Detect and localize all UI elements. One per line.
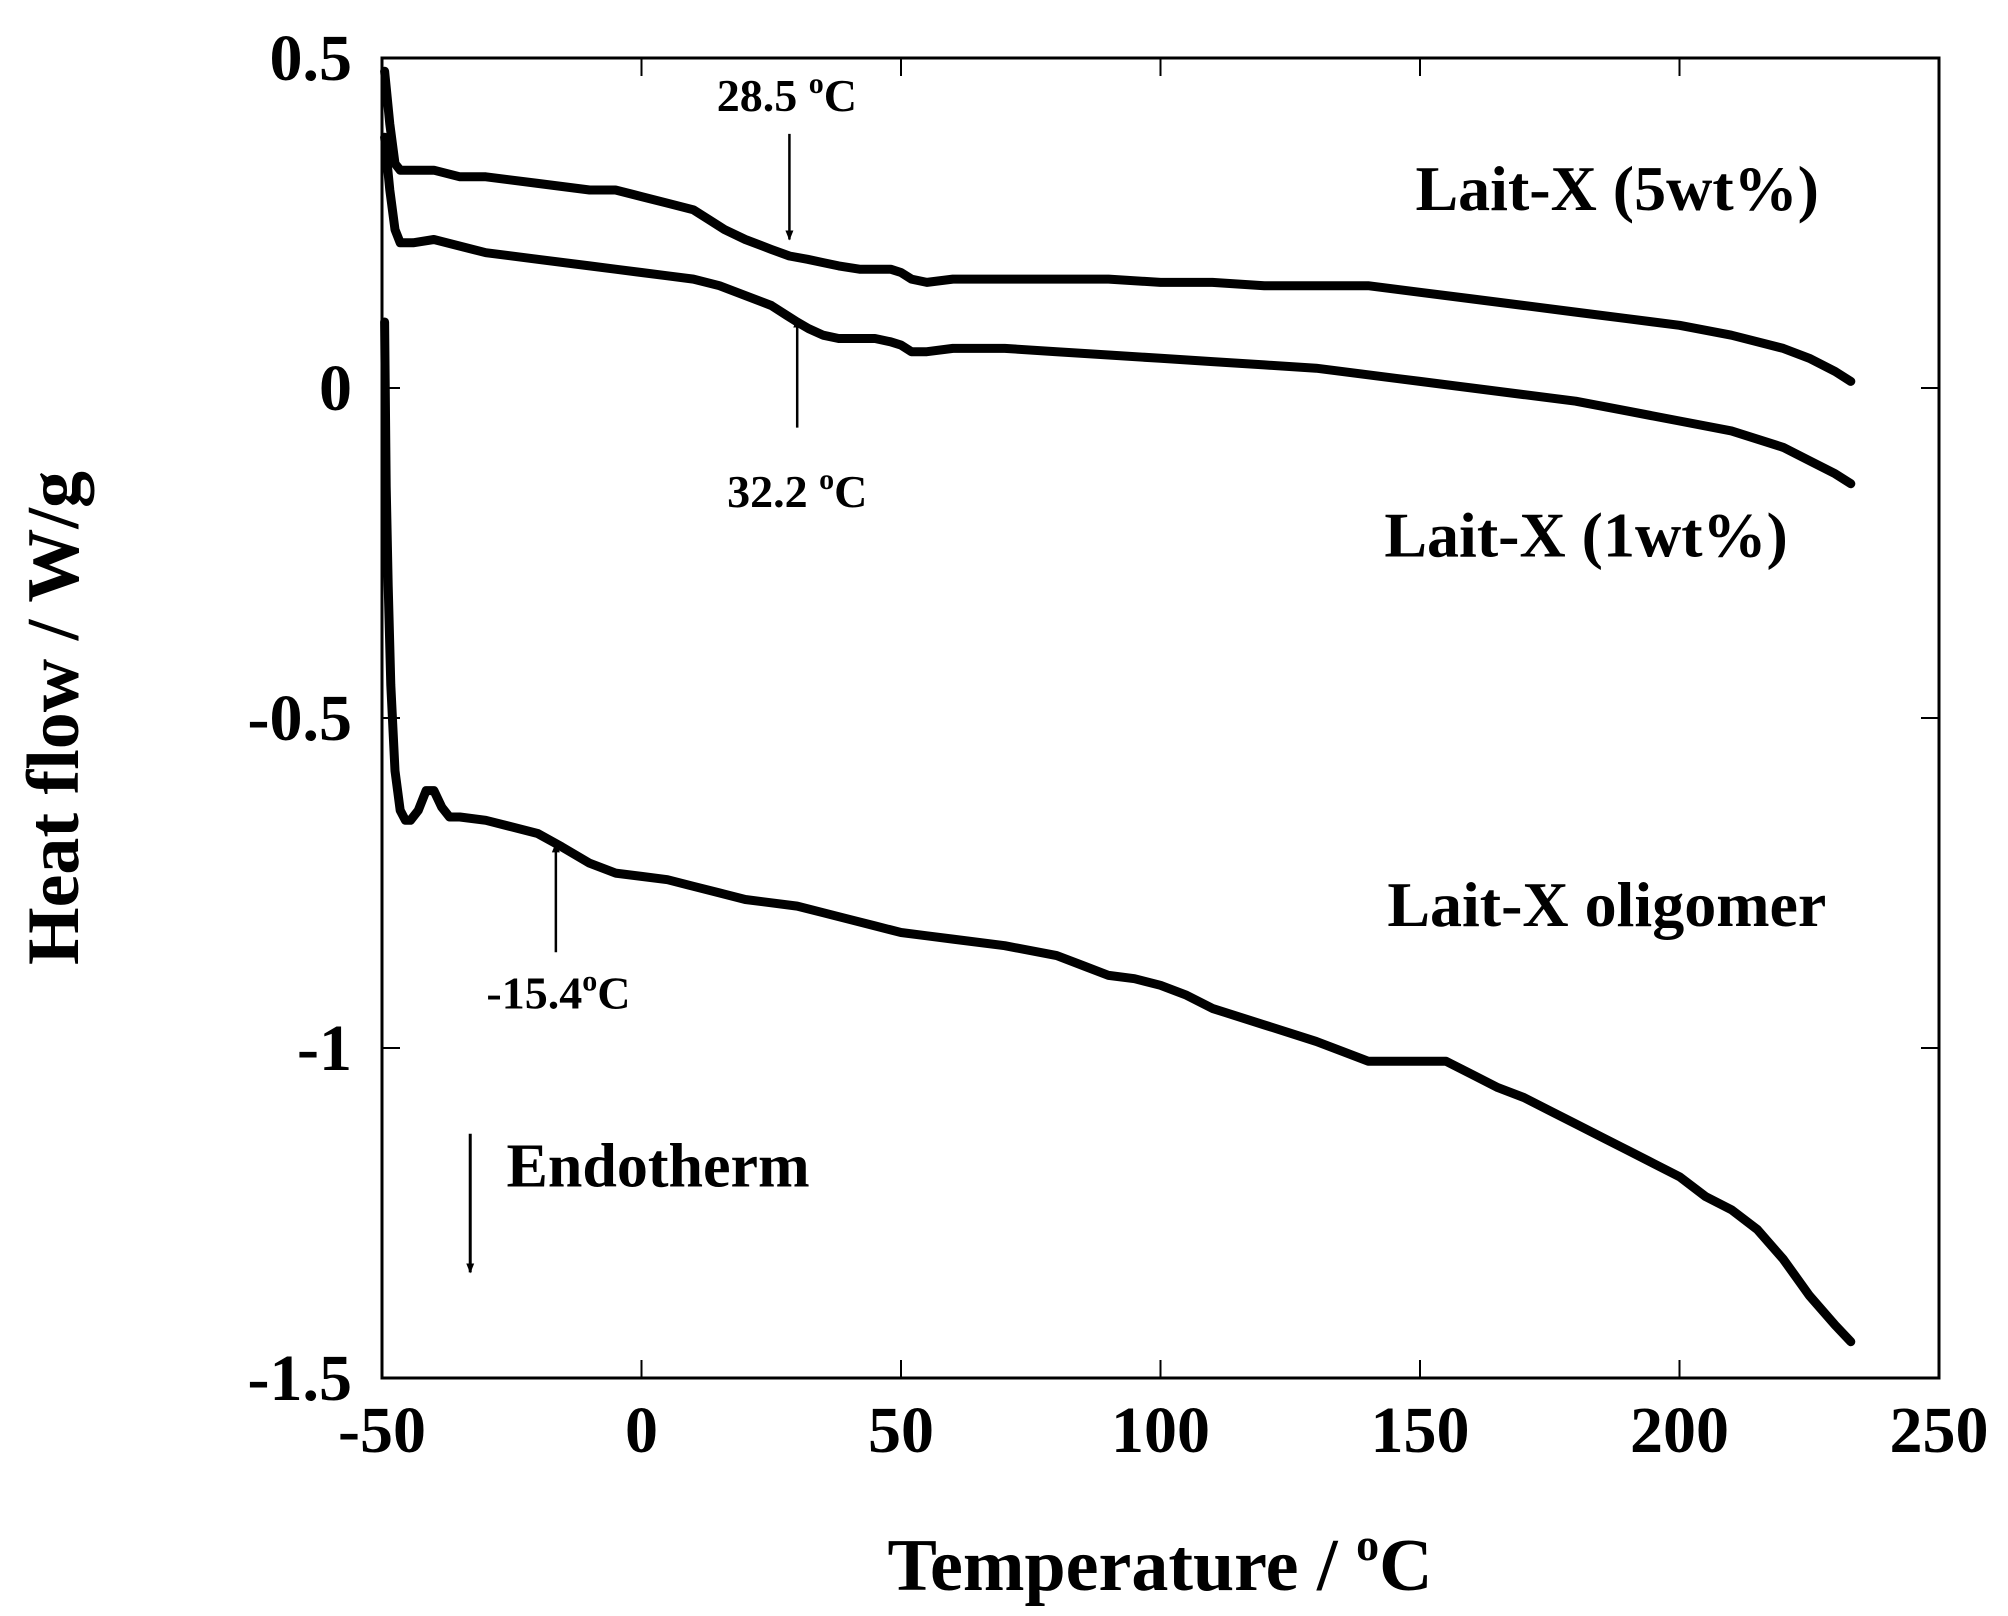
x-tick-label: 150 xyxy=(1371,1394,1470,1467)
y-tick-label: 0 xyxy=(319,352,352,425)
series-label-lait-x-oligomer: Lait-X oligomer xyxy=(1387,869,1826,940)
x-tick-label: 50 xyxy=(868,1394,934,1467)
series-line-lait-x-5wt xyxy=(380,66,1856,386)
endotherm-label: Endotherm xyxy=(507,1133,810,1201)
y-tick-label: -1.5 xyxy=(248,1342,352,1415)
x-tick-label: -50 xyxy=(338,1394,426,1467)
x-tick-label: 100 xyxy=(1111,1394,1210,1467)
y-axis-label: Heat flow / W/g xyxy=(13,471,95,965)
y-tick-label: 0.5 xyxy=(270,22,353,95)
x-tick-label: 200 xyxy=(1630,1394,1729,1467)
series-label-lait-x-5wt: Lait-X (5wt%) xyxy=(1415,153,1818,224)
y-tick-label: -0.5 xyxy=(248,682,352,755)
series-line-lait-x-1wt xyxy=(380,132,1856,489)
transition-temp-label: 28.5 oC xyxy=(717,67,857,121)
transition-temp-label: 32.2 oC xyxy=(727,463,867,517)
y-tick-label: -1 xyxy=(297,1012,352,1085)
x-tick-label: 0 xyxy=(625,1394,658,1467)
transition-temp-label: -15.4oC xyxy=(486,964,630,1018)
x-tick-label: 250 xyxy=(1890,1394,1989,1467)
series-label-lait-x-1wt: Lait-X (1wt%) xyxy=(1384,499,1787,570)
x-axis-label: Temperature / oC xyxy=(887,1519,1432,1607)
series-lines xyxy=(380,66,1856,1347)
series-line-lait-x-oligomer xyxy=(380,317,1856,1347)
axis-ticks: -50 0 50 100 150 200 250 -1.5 -1 -0.5 0 0.5 xyxy=(248,22,1989,1467)
annotations: 28.5 oC 32.2 oC -15.4oC Lait-X (5wt%) Lait-X… xyxy=(466,67,1826,1274)
